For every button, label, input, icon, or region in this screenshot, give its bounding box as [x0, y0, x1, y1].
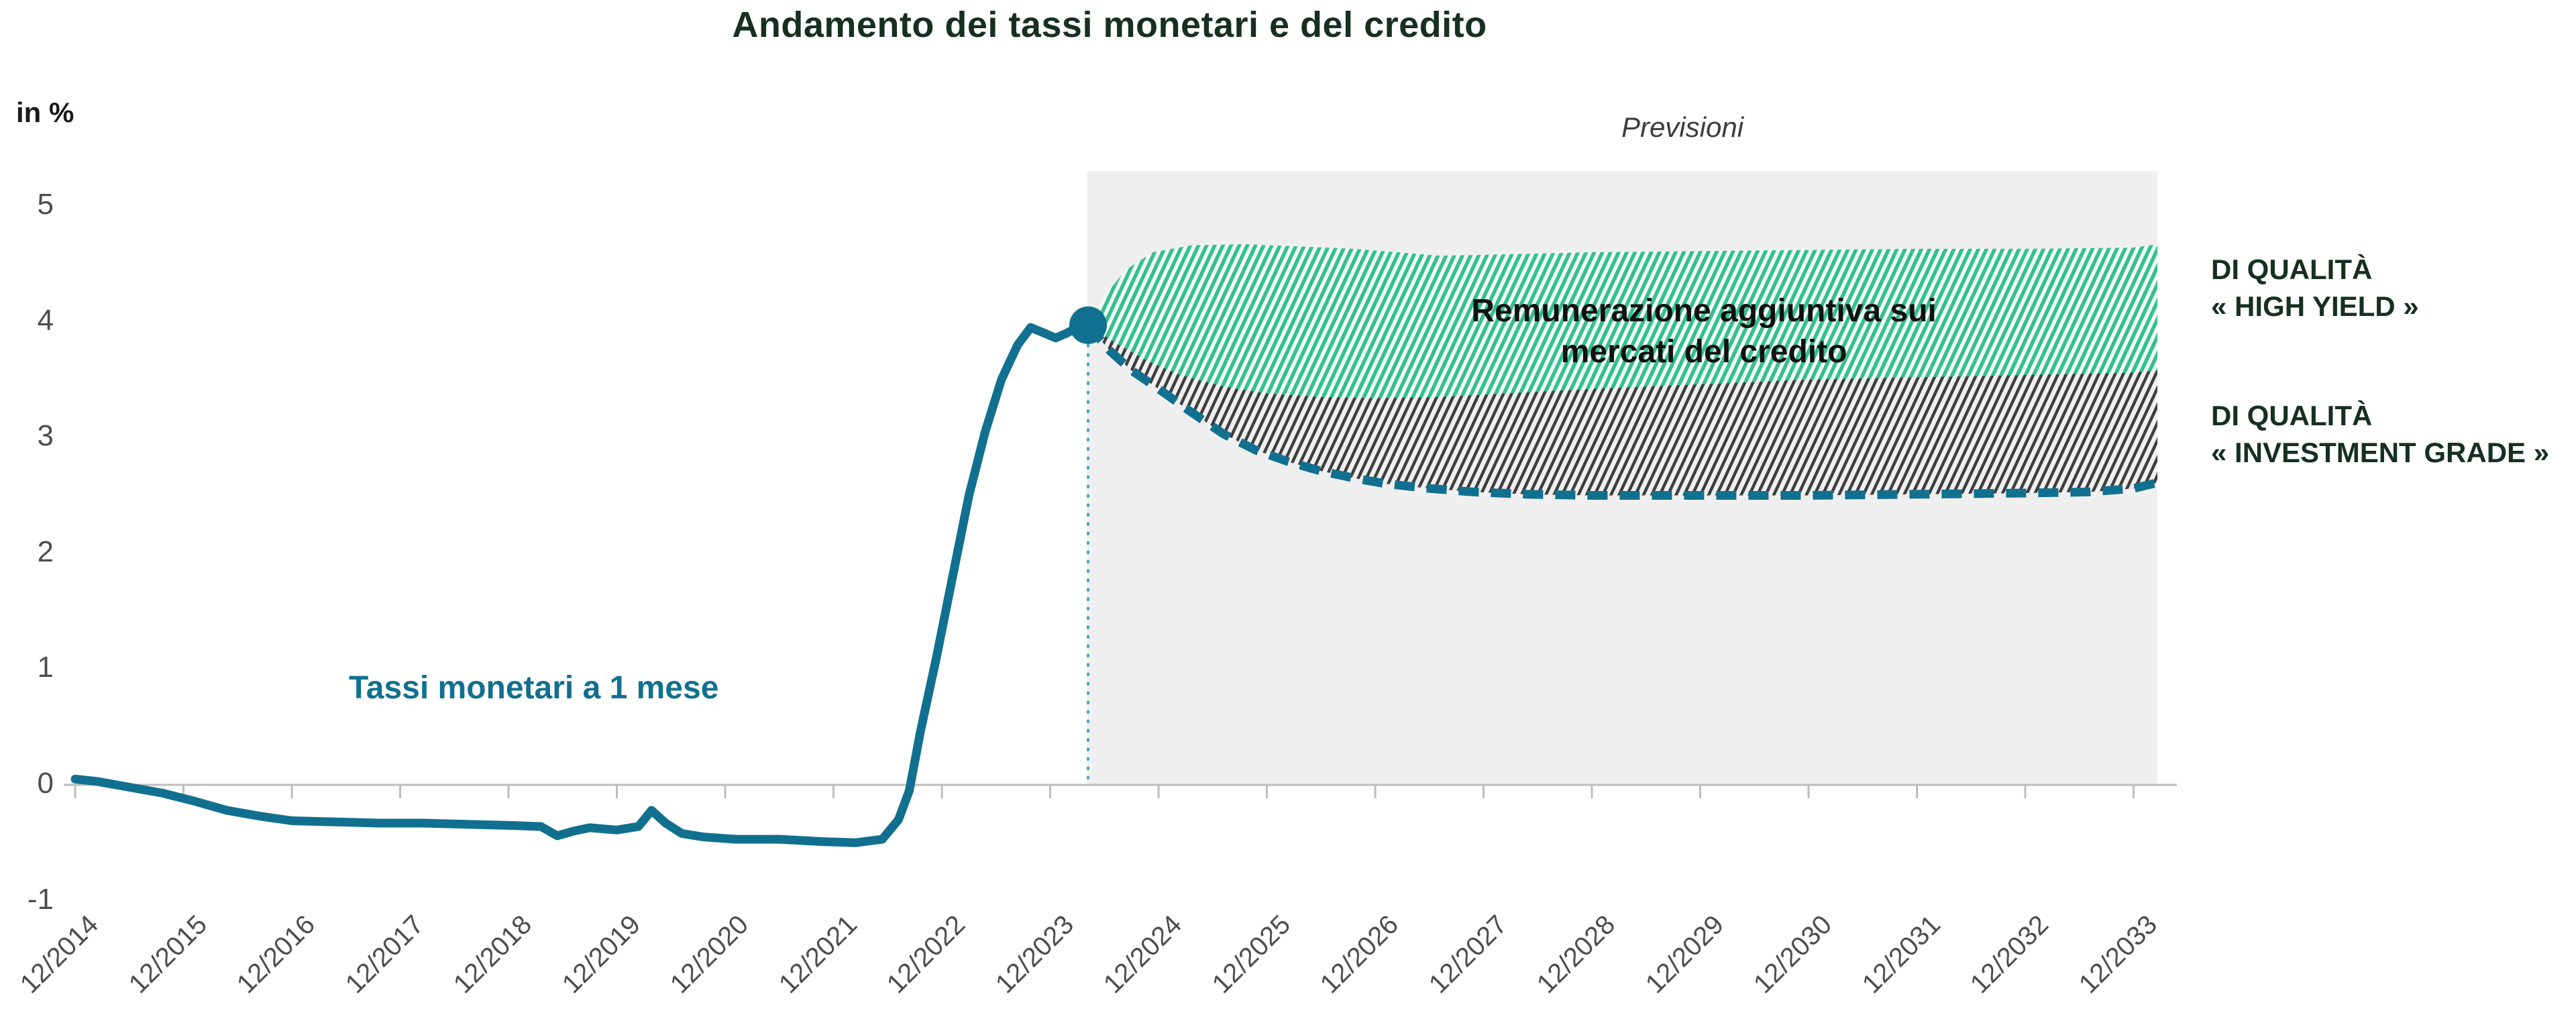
money-rate-series-label: Tassi monetari a 1 mese [349, 670, 719, 706]
transition-marker-dot [1069, 306, 1107, 344]
y-tick-label: 5 [37, 188, 54, 221]
high-yield-label-line1: DI QUALITÀ [2211, 254, 2373, 285]
high-yield-band-label: DI QUALITÀ « HIGH YIELD » [2211, 251, 2419, 325]
y-tick-label: 2 [37, 535, 54, 568]
y-tick-label: 0 [37, 767, 54, 800]
y-tick-label: -1 [27, 882, 54, 916]
y-axis-unit-label: in % [16, 97, 74, 128]
money-rate-history-line [70, 321, 1093, 847]
credit-premium-line1: Remunerazione aggiuntiva sui [1471, 293, 1937, 329]
y-tick-label: 4 [37, 303, 54, 337]
credit-premium-line2: mercati del credito [1560, 333, 1847, 370]
forecast-region-label: Previsioni [1621, 111, 1744, 143]
high-yield-label-line2: « HIGH YIELD » [2211, 290, 2419, 323]
high-yield-band [1088, 244, 2157, 398]
credit-premium-annotation: Remunerazione aggiuntiva sui mercati del… [1436, 291, 1972, 373]
y-tick-label: 3 [37, 419, 54, 453]
money-rate-forecast-dashed-line [1085, 322, 2159, 500]
chart-title: Andamento dei tassi monetari e del credi… [732, 5, 1487, 45]
investment-grade-label-line1: DI QUALITÀ [2211, 400, 2373, 431]
investment-grade-label-line2: « INVESTMENT GRADE » [2211, 437, 2550, 469]
y-tick-label: 1 [37, 651, 54, 684]
investment-grade-band [1088, 325, 2157, 496]
investment-grade-band-label: DI QUALITÀ « INVESTMENT GRADE » [2211, 397, 2549, 472]
